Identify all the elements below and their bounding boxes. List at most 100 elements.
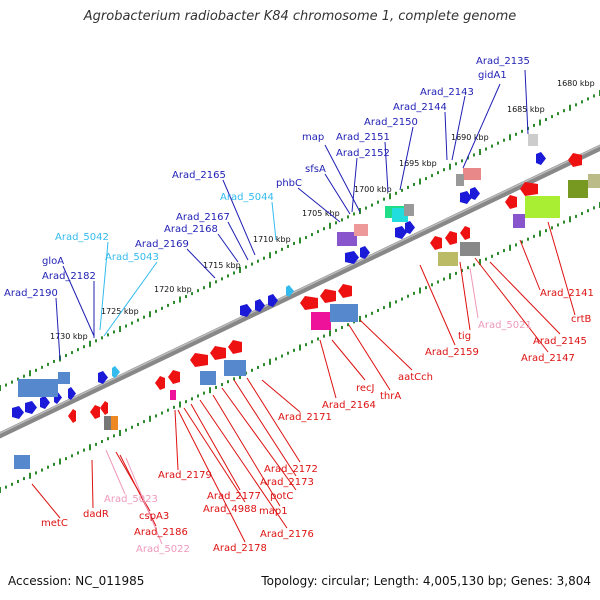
leader-line bbox=[174, 409, 179, 471]
gene-label-gloA[interactable]: gloA bbox=[42, 256, 64, 267]
gene-label-Arad_2152[interactable]: Arad_2152 bbox=[336, 148, 390, 159]
gene-label-Arad_5044[interactable]: Arad_5044 bbox=[220, 192, 274, 203]
gene-label-crtB[interactable]: crtB bbox=[571, 314, 592, 325]
gene-label-map1[interactable]: map1 bbox=[259, 506, 288, 517]
leader-line bbox=[271, 201, 277, 241]
gene-arrow bbox=[68, 387, 76, 400]
leader-line bbox=[489, 261, 561, 335]
gene-label-Arad_2182[interactable]: Arad_2182 bbox=[42, 271, 96, 282]
gene-label-Arad_2164[interactable]: Arad_2164 bbox=[322, 400, 376, 411]
gene-label-Arad_5043[interactable]: Arad_5043 bbox=[105, 252, 159, 263]
gene-box bbox=[568, 180, 588, 198]
gene-box bbox=[330, 304, 358, 322]
gene-arrow bbox=[286, 285, 294, 297]
gene-label-Arad_2168[interactable]: Arad_2168 bbox=[164, 224, 218, 235]
gene-arrow bbox=[395, 226, 407, 239]
gene-label-Arad_2177[interactable]: Arad_2177 bbox=[207, 491, 261, 502]
gene-arrow bbox=[210, 346, 226, 360]
gene-label-map[interactable]: map bbox=[302, 132, 324, 143]
gene-arrow bbox=[100, 401, 108, 415]
leader-line bbox=[399, 126, 414, 191]
gene-arrow bbox=[25, 401, 37, 414]
gene-arrow bbox=[470, 187, 480, 200]
gene-arrow bbox=[445, 231, 457, 245]
kbp-tick-label: 1730 kbp bbox=[50, 332, 88, 341]
gene-label-metC[interactable]: metC bbox=[41, 518, 68, 529]
plus-strand-labels[interactable]: Arad_2135 gidA1 Arad_2143 Arad_2144 Arad_215… bbox=[4, 56, 530, 299]
leader-line bbox=[459, 261, 471, 331]
gene-label-Arad_2186[interactable]: Arad_2186 bbox=[134, 527, 188, 538]
gene-box bbox=[104, 416, 111, 430]
gene-label-Arad_2143[interactable]: Arad_2143 bbox=[420, 87, 474, 98]
kbp-tick-label: 1700 kbp bbox=[354, 185, 392, 194]
leader-line bbox=[261, 379, 301, 413]
gene-box bbox=[460, 242, 480, 256]
gene-box bbox=[513, 214, 525, 228]
gene-label-Arad_5021[interactable]: Arad_5021 bbox=[478, 320, 532, 331]
gene-label-Arad_2147[interactable]: Arad_2147 bbox=[521, 353, 575, 364]
gene-arrow bbox=[345, 251, 359, 264]
gene-box bbox=[588, 174, 600, 188]
leader-line bbox=[419, 264, 456, 346]
leader-line bbox=[99, 241, 109, 331]
kbp-tick-label: 1680 kbp bbox=[557, 79, 595, 88]
minus-strand-labels[interactable]: Arad_2141 crtB Arad_2145 Arad_2147 tig Arad_5… bbox=[41, 288, 594, 555]
gene-label-Arad_2169[interactable]: Arad_2169 bbox=[135, 239, 189, 250]
gene-label-Arad_2135[interactable]: Arad_2135 bbox=[476, 56, 530, 67]
gene-label-recJ[interactable]: recJ bbox=[356, 383, 375, 394]
leader-line bbox=[186, 248, 216, 279]
gene-label-Arad_4988[interactable]: Arad_4988 bbox=[203, 504, 257, 515]
gene-label-Arad_2159[interactable]: Arad_2159 bbox=[425, 347, 479, 358]
gene-label-Arad_5022[interactable]: Arad_5022 bbox=[136, 544, 190, 555]
gene-label-Arad_2151[interactable]: Arad_2151 bbox=[336, 132, 390, 143]
gene-label-Arad_5042[interactable]: Arad_5042 bbox=[55, 232, 109, 243]
gene-label-gidA1[interactable]: gidA1 bbox=[478, 70, 507, 81]
gene-label-Arad_2172[interactable]: Arad_2172 bbox=[264, 464, 318, 475]
leader-line bbox=[105, 449, 126, 495]
kbp-tick-label: 1705 kbp bbox=[302, 209, 340, 218]
gene-box bbox=[14, 455, 30, 469]
leader-line bbox=[125, 457, 163, 545]
gene-label-Arad_2167[interactable]: Arad_2167 bbox=[176, 212, 230, 223]
gene-label-Arad_2179[interactable]: Arad_2179 bbox=[158, 470, 212, 481]
gene-label-Arad_5023[interactable]: Arad_5023 bbox=[104, 494, 158, 505]
gene-label-Arad_2178[interactable]: Arad_2178 bbox=[213, 543, 267, 554]
gene-label-cspA3[interactable]: cspA3 bbox=[139, 511, 169, 522]
gene-label-tig[interactable]: tig bbox=[458, 331, 471, 342]
gene-label-Arad_2150[interactable]: Arad_2150 bbox=[364, 117, 418, 128]
gene-label-potC[interactable]: potC bbox=[270, 491, 293, 502]
gene-arrow bbox=[505, 195, 517, 209]
gene-box bbox=[311, 312, 331, 330]
gene-arrow bbox=[300, 296, 318, 310]
leader-line bbox=[324, 144, 361, 213]
gene-box bbox=[438, 252, 458, 266]
gene-label-Arad_2176[interactable]: Arad_2176 bbox=[260, 529, 314, 540]
leader-line bbox=[451, 95, 466, 161]
gene-label-Arad_2173[interactable]: Arad_2173 bbox=[260, 477, 314, 488]
gene-label-Arad_2165[interactable]: Arad_2165 bbox=[172, 170, 226, 181]
gene-label-Arad_2145[interactable]: Arad_2145 bbox=[533, 336, 587, 347]
gene-label-thrA[interactable]: thrA bbox=[380, 391, 401, 402]
gene-label-phbC[interactable]: phbC bbox=[276, 178, 302, 189]
gene-label-Arad_2141[interactable]: Arad_2141 bbox=[540, 288, 594, 299]
accession-text: Accession: NC_011985 bbox=[8, 574, 145, 588]
leader-line bbox=[222, 179, 256, 256]
gene-arrow bbox=[40, 396, 50, 409]
gene-label-sfsA[interactable]: sfsA bbox=[305, 164, 326, 175]
leader-line bbox=[233, 379, 297, 477]
gene-label-Arad_2171[interactable]: Arad_2171 bbox=[278, 412, 332, 423]
kbp-tick-label: 1715 kbp bbox=[203, 261, 241, 270]
kbp-tick-label: 1720 kbp bbox=[154, 285, 192, 294]
leader-line bbox=[524, 69, 529, 135]
gene-label-Arad_2190[interactable]: Arad_2190 bbox=[4, 288, 58, 299]
leader-line bbox=[246, 377, 301, 463]
gene-label-aatCch[interactable]: aatCch bbox=[398, 372, 433, 383]
gene-label-Arad_2144[interactable]: Arad_2144 bbox=[393, 102, 447, 113]
gene-arrow bbox=[536, 152, 546, 165]
genome-title: Agrobacterium radiobacter K84 chromosome… bbox=[83, 9, 517, 24]
leader-line bbox=[62, 265, 95, 337]
gene-label-dadR[interactable]: dadR bbox=[83, 509, 109, 520]
leader-line bbox=[91, 459, 94, 509]
gene-arrow bbox=[112, 366, 120, 378]
